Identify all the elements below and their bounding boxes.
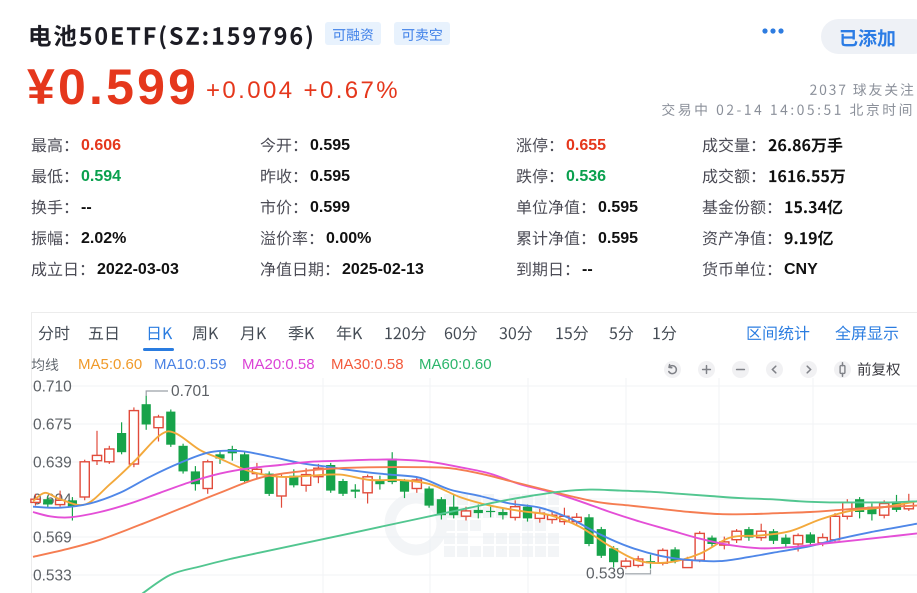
svg-text:0.675: 0.675 <box>33 417 72 434</box>
svg-text:0.533: 0.533 <box>33 568 72 585</box>
svg-text:0.701: 0.701 <box>171 383 210 400</box>
svg-text:0.539: 0.539 <box>586 566 625 583</box>
svg-text:0.710: 0.710 <box>33 379 72 396</box>
svg-text:0.569: 0.569 <box>33 530 72 547</box>
svg-text:0.639: 0.639 <box>33 455 72 472</box>
